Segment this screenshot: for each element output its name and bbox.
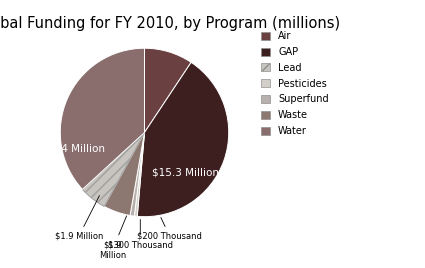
Wedge shape [130,132,145,216]
Text: $1.9
Million: $1.9 Million [99,216,127,260]
Text: Tribal Funding for FY 2010, by Program (millions): Tribal Funding for FY 2010, by Program (… [0,16,340,31]
Text: $13.4 Million: $13.4 Million [38,143,105,154]
Text: $300 Thousand: $300 Thousand [108,219,173,249]
Wedge shape [82,132,144,206]
Wedge shape [104,132,144,215]
Text: $15.3 Million: $15.3 Million [152,167,219,177]
Wedge shape [134,132,145,216]
Wedge shape [137,62,229,217]
Text: $200 Thousand: $200 Thousand [137,218,202,241]
Text: $1.9 Million: $1.9 Million [55,196,103,241]
Wedge shape [144,48,191,132]
Legend: Air, GAP, Lead, Pesticides, Superfund, Waste, Water: Air, GAP, Lead, Pesticides, Superfund, W… [261,31,329,136]
Text: $3.4
Million: $3.4 Million [64,36,98,58]
Wedge shape [60,48,144,189]
